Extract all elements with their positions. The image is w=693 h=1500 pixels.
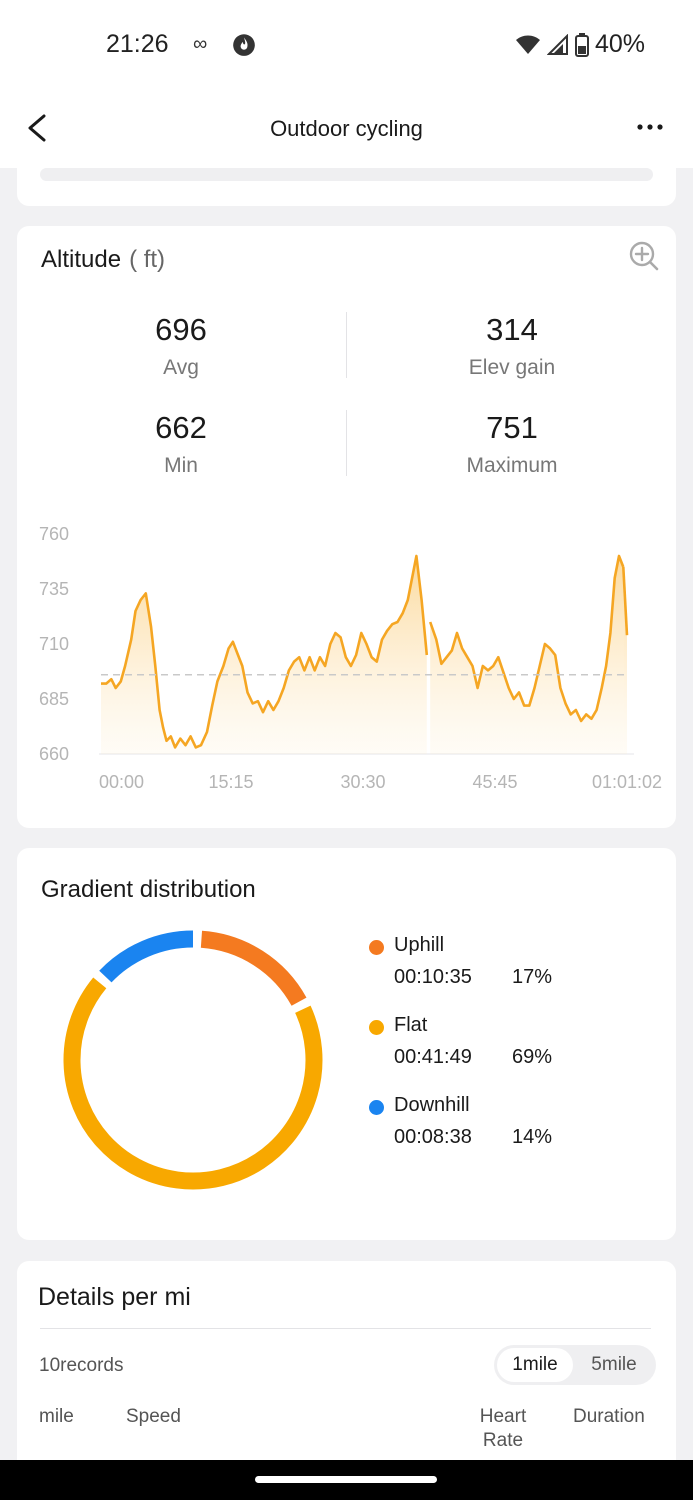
- y-tick-label: 660: [39, 744, 69, 764]
- stat-min: 662 Min: [31, 410, 331, 478]
- more-options-icon[interactable]: [635, 112, 665, 142]
- flat-dot: [369, 1020, 384, 1035]
- divider: [40, 1328, 651, 1329]
- legend-percent: 17%: [512, 966, 553, 988]
- altitude-chart: 760 735 710 685 660 00:00 15:15 30:30 45:45 01:0…: [39, 524, 662, 792]
- x-tick-label: 01:01:02: [592, 772, 662, 792]
- column-heart-rate: Heart Rate: [479, 1406, 527, 1451]
- altitude-line-segment: [101, 554, 429, 749]
- column-speed: Speed: [126, 1406, 181, 1427]
- records-count: 10records: [39, 1355, 124, 1376]
- stat-avg: 696 Avg: [31, 312, 331, 380]
- segment-5mile[interactable]: 5mile: [591, 1354, 637, 1375]
- x-tick-label: 30:30: [340, 772, 385, 792]
- y-tick-label: 685: [39, 689, 69, 709]
- uphill-dot: [369, 940, 384, 955]
- stat-divider: [346, 312, 347, 378]
- legend-time: 00:08:38: [394, 1126, 472, 1148]
- wifi-icon: [515, 35, 540, 54]
- app-bar: Outdoor cycling: [0, 90, 693, 168]
- battery-icon: [574, 32, 589, 57]
- gradient-card: Gradient distribution Uphill 00:10:35 17…: [17, 848, 676, 1240]
- altitude-card: Altitude ( ft) 696 Avg 314 Elev gain 662 …: [17, 226, 676, 828]
- donut-slice-uphill: [200, 930, 307, 1006]
- donut-slice-downhill: [99, 930, 194, 983]
- column-duration: Duration: [573, 1406, 645, 1427]
- x-tick-label: 15:15: [208, 772, 253, 792]
- stat-avg-value: 696: [155, 312, 207, 347]
- downhill-dot: [369, 1100, 384, 1115]
- stat-min-value: 662: [155, 410, 207, 445]
- x-tick-label: 00:00: [99, 772, 144, 792]
- status-bar: 21:26 ∞ 40%: [0, 0, 693, 90]
- legend-time: 00:10:35: [394, 966, 472, 988]
- status-time: 21:26: [106, 30, 169, 58]
- stat-maximum: 751 Maximum: [362, 410, 662, 478]
- details-title: Details per mi: [38, 1283, 191, 1311]
- donut-slice-flat: [63, 977, 323, 1190]
- stat-maximum-value: 751: [486, 410, 538, 445]
- segment-1mile[interactable]: 1mile: [497, 1348, 573, 1382]
- previous-card: [17, 160, 676, 206]
- gradient-donut-chart: [63, 930, 323, 1190]
- y-tick-label: 735: [39, 579, 69, 599]
- stat-elev-gain-label: Elev gain: [468, 356, 556, 379]
- page-title: Outdoor cycling: [270, 116, 423, 141]
- status-indicators: 40%: [515, 30, 645, 59]
- altitude-title-text: Altitude: [41, 246, 122, 273]
- flame-icon: [233, 34, 255, 56]
- battery-percent: 40%: [594, 30, 645, 58]
- y-tick-label: 760: [39, 524, 69, 544]
- altitude-line-segment: [428, 554, 625, 723]
- x-tick-label: 45:45: [472, 772, 517, 792]
- stat-elev-gain: 314 Elev gain: [362, 312, 662, 380]
- progress-track: [40, 168, 653, 181]
- home-handle[interactable]: [255, 1476, 437, 1483]
- altitude-unit: ( ft): [129, 246, 166, 273]
- stat-elev-gain-value: 314: [486, 312, 538, 347]
- altitude-line-segment: [622, 566, 629, 636]
- stat-divider: [346, 410, 347, 476]
- cell-signal-icon: [546, 33, 568, 55]
- altitude-area-segment: [430, 556, 624, 754]
- legend-time: 00:41:49: [394, 1046, 472, 1068]
- stat-maximum-label: Maximum: [466, 454, 558, 477]
- legend-name: Downhill: [394, 1094, 470, 1116]
- gradient-title: Gradient distribution: [41, 876, 256, 903]
- column-mile: mile: [39, 1406, 74, 1427]
- stat-min-label: Min: [164, 454, 198, 477]
- zoom-in-icon[interactable]: [628, 240, 660, 272]
- legend-name: Uphill: [394, 934, 445, 956]
- stat-avg-label: Avg: [163, 356, 199, 379]
- system-navigation-bar: [0, 1460, 693, 1500]
- legend-name: Flat: [394, 1014, 428, 1036]
- altitude-area-segment: [101, 556, 427, 754]
- legend-percent: 14%: [512, 1126, 553, 1148]
- distance-segmented-control: 1mile 5mile: [494, 1345, 656, 1385]
- altitude-title: Altitude ( ft): [41, 246, 165, 274]
- infinity-icon: ∞: [193, 33, 208, 55]
- y-tick-label: 710: [39, 634, 69, 654]
- legend-percent: 69%: [512, 1046, 553, 1068]
- altitude-area-segment: [623, 567, 627, 754]
- back-arrow-icon[interactable]: [22, 110, 56, 146]
